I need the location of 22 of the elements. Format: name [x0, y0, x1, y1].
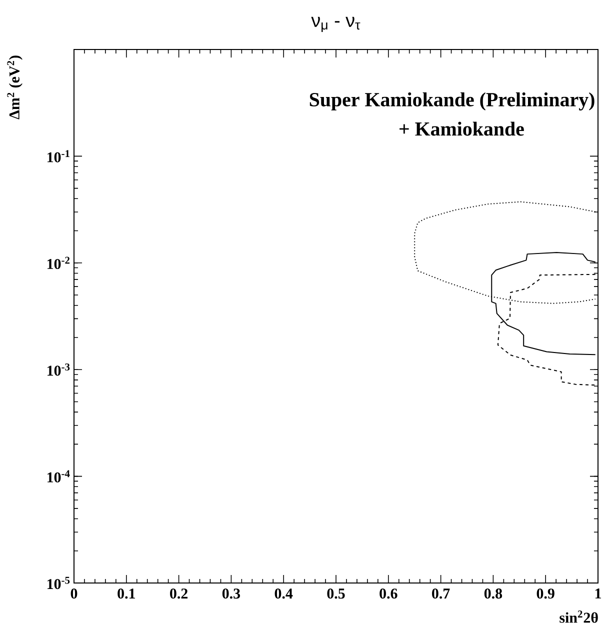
x-tick-label: 0.3	[222, 588, 240, 599]
annotation: Super Kamiokande (Preliminary)	[310, 92, 594, 110]
x-tick-label: 0.1	[118, 588, 135, 599]
y-tick-label: 10$^{-3}$	[48, 363, 70, 376]
y-tick-label: 10$^{-5}$	[48, 576, 70, 590]
y-axis-title: Δm$^{2}$ (eV$^{2}$)	[7, 56, 22, 120]
x-tick-label: 0.7	[432, 588, 450, 599]
y-tick-label: 10$^{-1}$	[48, 150, 70, 162]
x-tick-label: 0.2	[170, 588, 188, 599]
annotation: + Kamiokande	[400, 122, 524, 136]
x-axis-title: sin$^{2}$2θ	[560, 610, 598, 623]
y-tick-label: 10$^{-2}$	[48, 256, 70, 270]
chart-title: ν$_{μ}$ - ν$_{τ}$	[311, 16, 360, 32]
x-tick-label: 0.6	[380, 588, 398, 599]
line-series	[414, 201, 596, 304]
x-tick-label: 1	[595, 588, 601, 598]
x-tick-label: 0.5	[327, 588, 345, 599]
x-tick-label: 0.8	[484, 588, 502, 599]
x-tick-label: 0.9	[536, 588, 554, 599]
x-tick-label: 0.4	[274, 588, 293, 599]
x-tick-label: 0	[70, 588, 78, 599]
y-tick-label: 10$^{-4}$	[48, 470, 70, 482]
